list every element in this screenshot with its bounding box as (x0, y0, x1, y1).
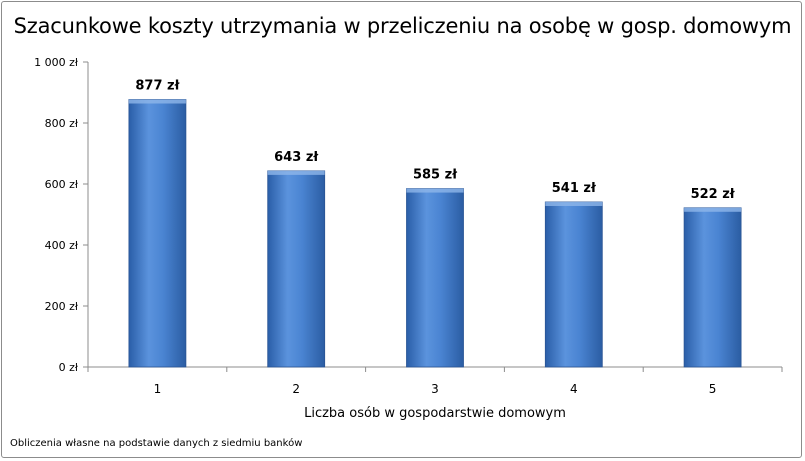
data-label: 585 zł (413, 168, 458, 183)
y-tick-label: 400 zł (45, 239, 79, 252)
y-tick-label: 0 zł (59, 361, 79, 374)
x-tick-label: 2 (292, 382, 300, 396)
chart-bars (128, 99, 742, 368)
chart-title: Szacunkowe koszty utrzymania w przelicze… (13, 14, 792, 38)
bar (267, 170, 326, 368)
data-label: 541 zł (552, 181, 597, 196)
bar-top-highlight (684, 207, 742, 212)
y-tick-label: 1 000 zł (34, 56, 79, 69)
bar-top-highlight (406, 188, 464, 193)
data-label: 522 zł (691, 187, 736, 202)
x-tick-label: 5 (709, 382, 717, 396)
data-label: 877 zł (135, 79, 180, 94)
x-axis-title: Liczba osób w gospodarstwie domowym (304, 406, 566, 421)
data-label: 643 zł (274, 150, 319, 165)
bar (406, 188, 464, 368)
bar-top-highlight (128, 99, 186, 104)
chart-labels: 1 877 zł 2 643 zł 3 585 zł 4 541 zł 5 522 zł (135, 79, 735, 396)
footnote: Obliczenia własne na podstawie danych z … (10, 438, 303, 449)
x-tick-label: 4 (570, 382, 578, 396)
y-tick-label: 600 zł (45, 178, 79, 191)
y-tick-label: 200 zł (45, 300, 79, 313)
bar-top-highlight (545, 201, 603, 206)
x-tick-label: 1 (154, 382, 162, 396)
bar-top-highlight (267, 170, 325, 175)
x-tick-label: 3 (431, 382, 439, 396)
bar (544, 201, 603, 368)
y-tick-label: 800 zł (45, 117, 79, 130)
bar (683, 207, 742, 368)
bar (128, 99, 187, 368)
